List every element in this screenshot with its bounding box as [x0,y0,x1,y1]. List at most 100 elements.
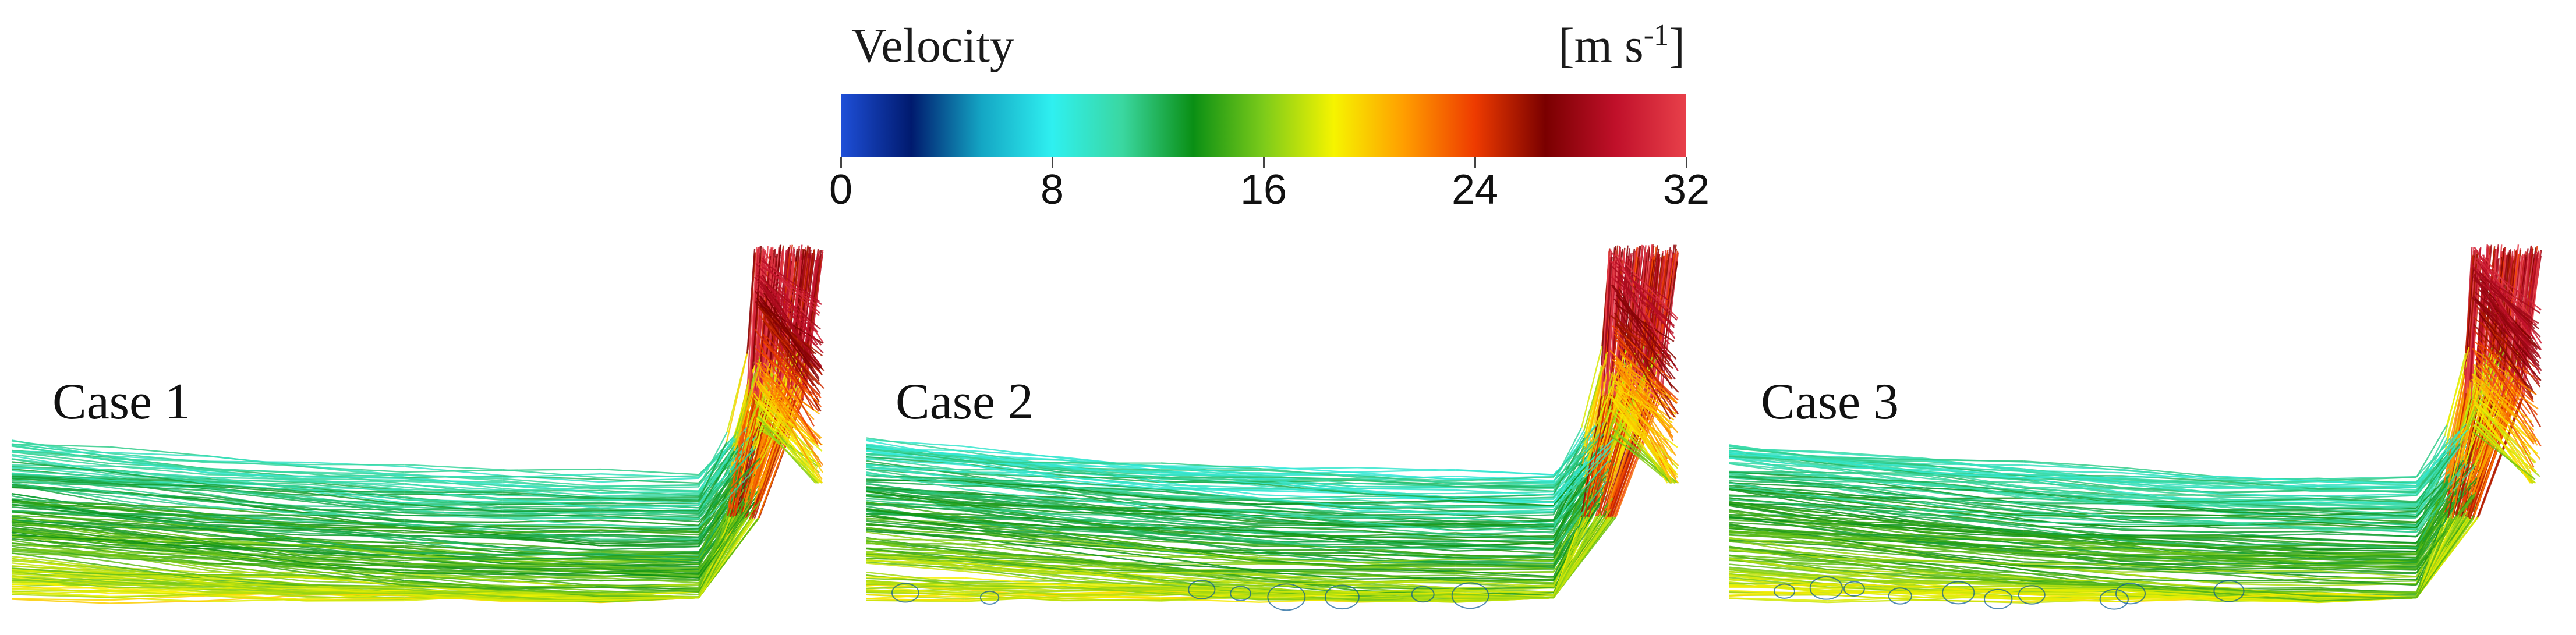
streamline-segment [866,571,965,584]
streamline-segment [502,597,601,601]
streamline-segment [1729,457,1828,468]
streamline-segment [749,247,759,389]
streamline-segment [1063,476,1161,487]
streamline-segment [866,448,965,457]
recirculation-loop [891,583,919,603]
streamline-segment [1160,488,1259,492]
streamline-segment [2482,254,2532,318]
streamline-segment [1455,584,1554,589]
streamline-segment [698,450,735,511]
recirculation-loop [979,590,1000,605]
streamline-segment [758,342,819,445]
streamline-segment [1827,571,1926,583]
streamline-segment [2220,510,2319,516]
streamline-segment [698,457,760,523]
streamline-segment [11,443,110,448]
streamline-segment [866,519,965,527]
streamline-segment [1259,467,1357,470]
streamline-segment [1357,521,1456,532]
streamline-segment [1926,524,2024,531]
streamline-segment [1553,450,1611,510]
streamline-segment [11,481,110,487]
streamline-segment [2220,537,2319,544]
streamline-segment [208,480,306,488]
streamline-segment [964,480,1063,487]
streamline-segment [2416,466,2475,533]
streamline-segment [1062,549,1161,565]
streamline-segment [964,509,1063,521]
streamline-segment [11,498,110,505]
streamline-segment [2416,489,2467,563]
streamline-segment [1926,477,2024,488]
streamline-segment [2220,493,2319,497]
streamline-segment [1827,569,1926,579]
streamline-segment [866,531,965,546]
colorbar-tick [1474,157,1476,168]
streamline-segment [2023,588,2122,592]
streamline-segment [11,515,110,521]
streamline-segment [306,478,405,488]
streamline-segment [2416,477,2478,547]
streamline-segment [2479,271,2541,374]
streamline-segment [866,561,965,569]
streamline-segment [502,560,601,569]
streamline-segment [404,565,503,575]
streamline-segment [2220,480,2319,490]
streamline-segment [502,549,601,558]
streamline-segment [207,558,306,574]
streamline-segment [1455,517,1554,524]
streamline-segment [2220,569,2319,580]
streamline-segment [964,503,1063,513]
streamline-segment [2416,431,2461,488]
recirculation-loop [1983,588,2013,609]
streamline-segment [1259,560,1357,567]
streamline-segment [1357,552,1456,558]
streamline-segment [2318,493,2417,497]
streamline-segment [2122,553,2220,562]
streamline-segment [2473,392,2517,516]
streamline-segment [1586,387,1612,506]
streamline-segment [502,473,601,478]
streamline-segment [1827,522,1926,537]
streamline-segment [502,535,601,537]
streamline-segment [1357,563,1456,567]
streamline-segment [1827,590,1926,594]
streamline-segment [2318,507,2417,512]
streamline-segment [1063,586,1161,594]
streamline-segment [109,464,208,476]
streamline-segment [502,514,601,517]
streamline-segment [2122,569,2220,576]
streamline-segment [600,545,699,551]
streamline-segment [1259,530,1357,540]
streamline-segment [1063,474,1161,483]
streamline-segment [1455,565,1554,569]
streamline-segment [2023,565,2122,570]
streamline-segment [600,478,699,484]
streamline-segment [866,446,965,456]
streamline-segment [1259,494,1357,500]
streamline-segment [11,555,110,569]
streamline-segment [2477,364,2539,410]
streamline-segment [1357,547,1456,549]
streamline-segment [1063,526,1161,540]
streamline-segment [1926,510,2024,523]
streamline-segment [1617,360,1678,403]
streamline-segment [1160,577,1259,585]
streamline-segment [1160,484,1259,489]
streamline-segment [1926,560,2024,565]
streamline-segment [1618,434,1673,484]
streamline-segment [2220,593,2319,602]
streamline-segment [1160,498,1259,507]
streamline-segment [600,567,699,573]
streamline-segment [1926,535,2024,544]
streamline-segment [11,474,110,479]
streamline-segment [2220,566,2319,570]
streamline-segment [1729,554,1828,570]
streamline-segment [1616,305,1675,342]
streamline-segment [1160,589,1259,595]
streamline-segment [964,488,1063,501]
streamline-segment [760,260,820,303]
streamline-segment [502,546,601,551]
streamline-segment [866,599,965,602]
streamline-segment [2455,394,2487,517]
